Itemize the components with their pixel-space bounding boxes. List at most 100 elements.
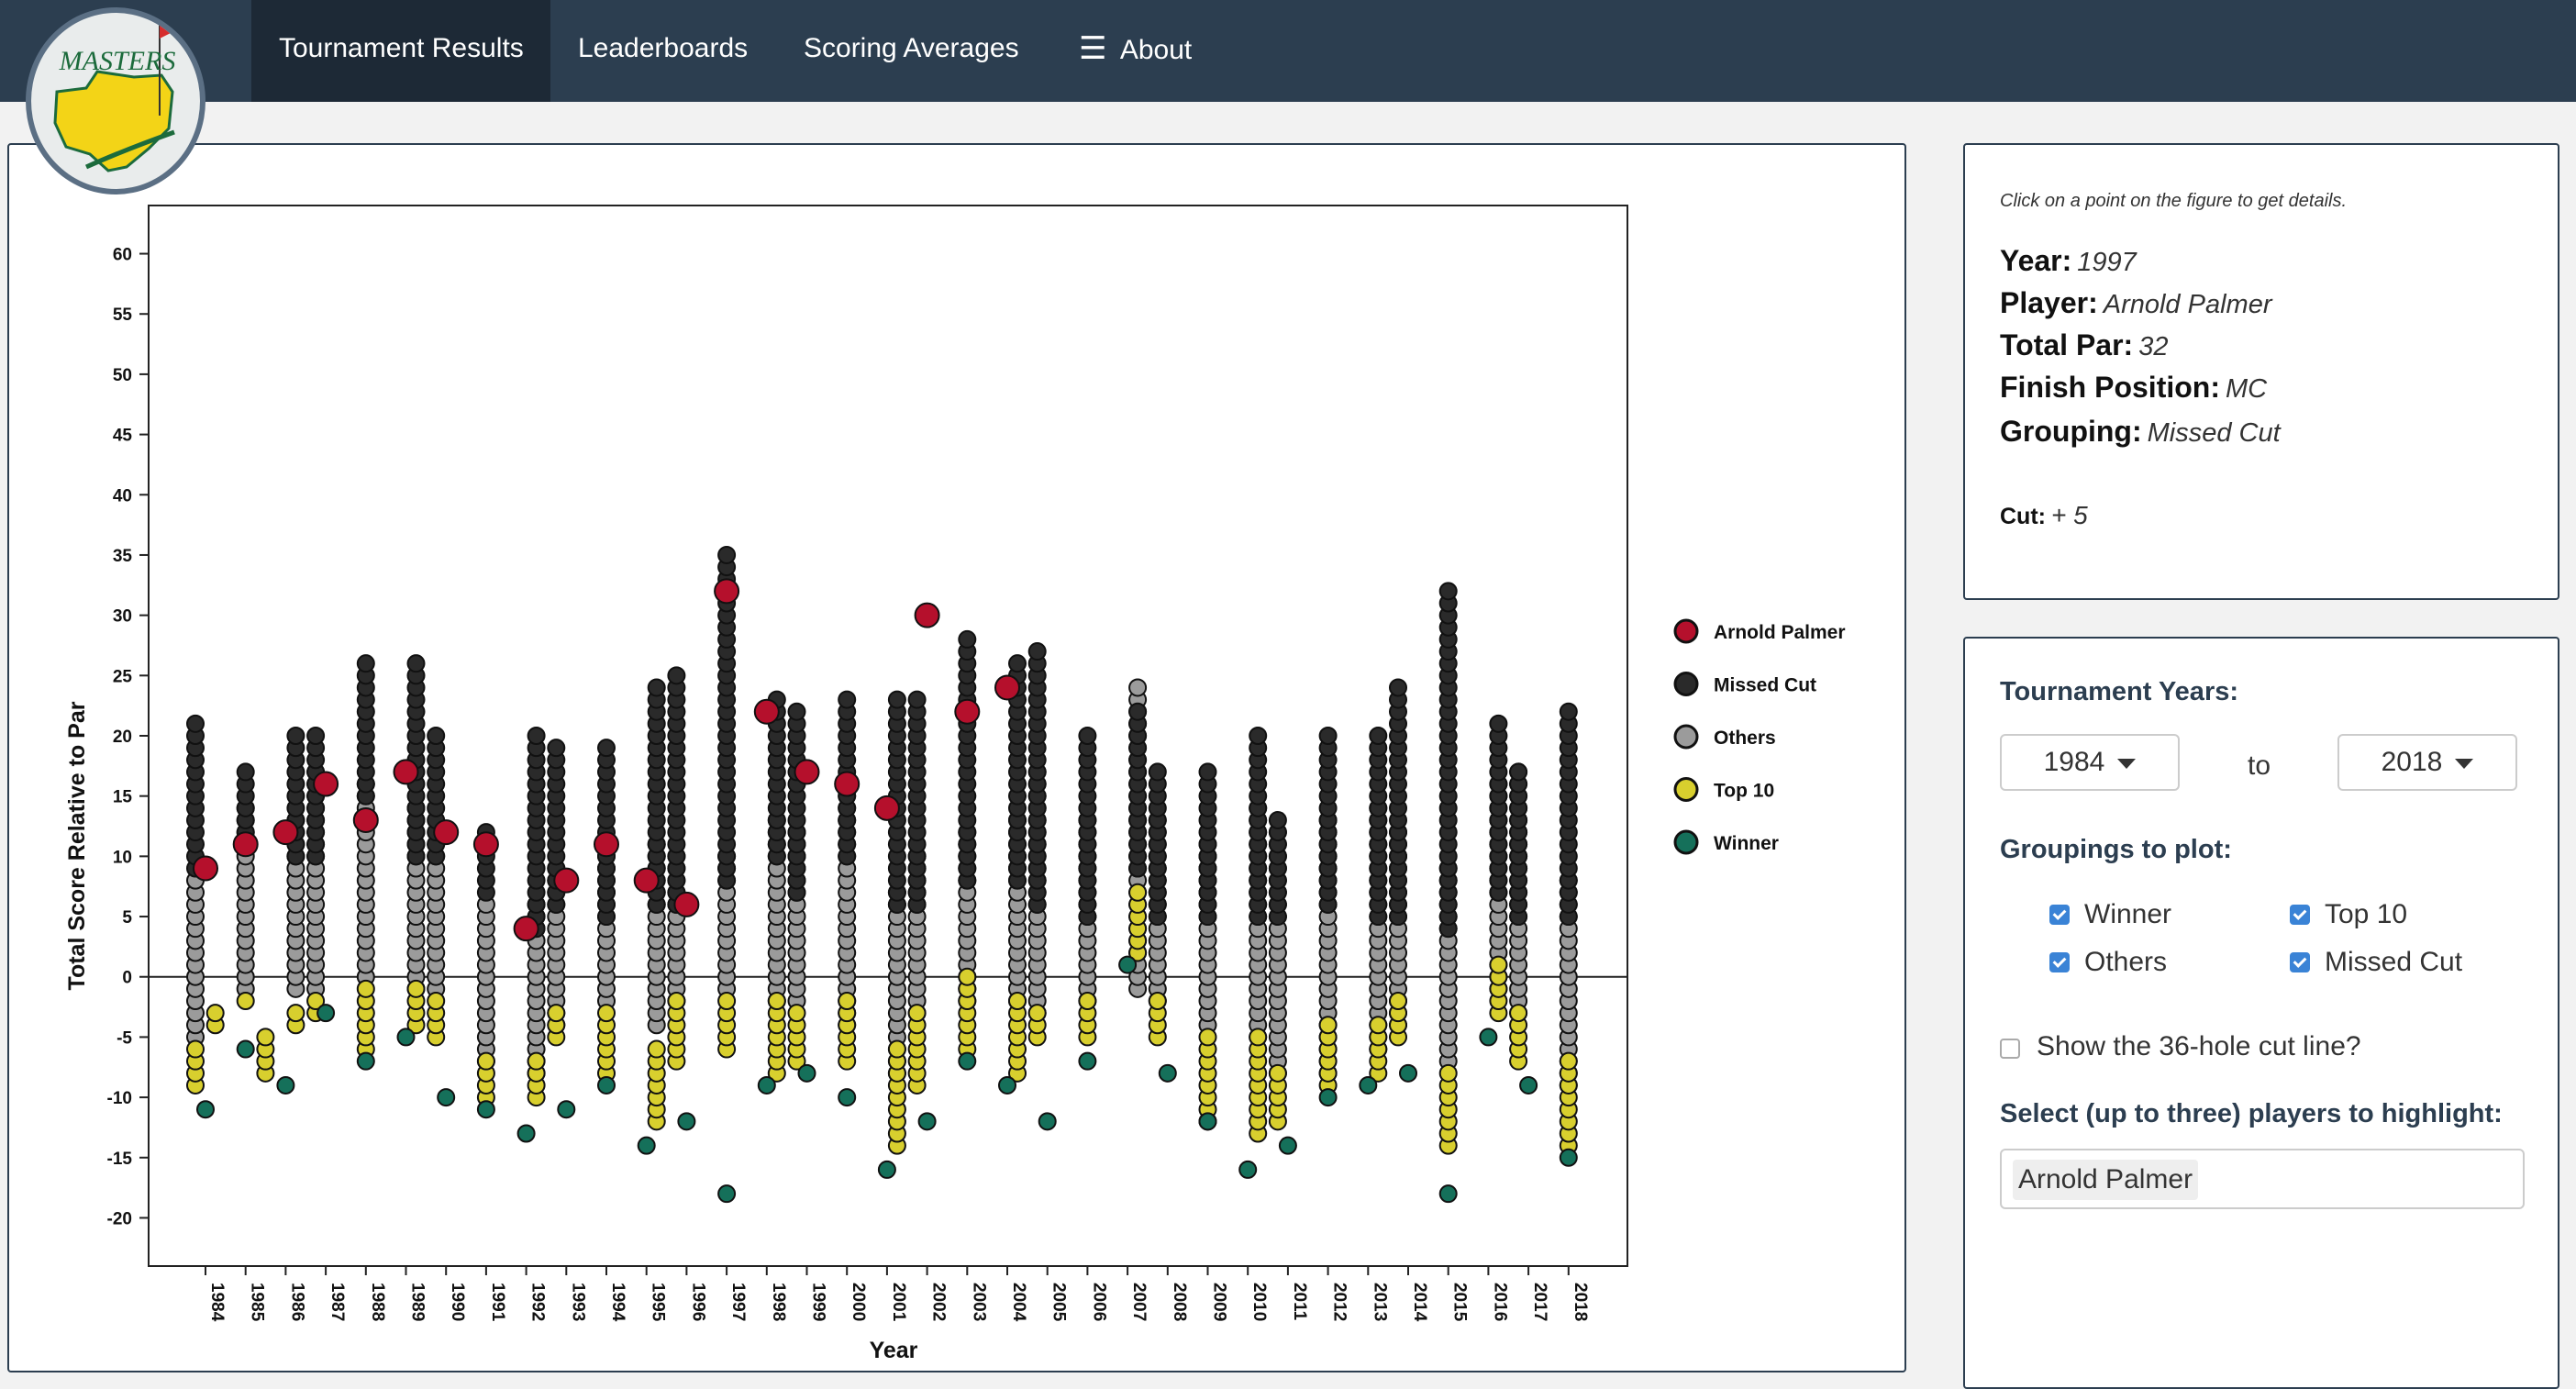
top10-point xyxy=(787,1004,806,1023)
winner-point xyxy=(1278,1136,1297,1155)
winner-point xyxy=(757,1075,776,1095)
missed-cut-checkbox-label[interactable]: Missed Cut xyxy=(2325,947,2463,977)
winner-point xyxy=(1318,1088,1338,1107)
y-tick-label: 35 xyxy=(113,547,133,566)
missed-cut-point xyxy=(427,727,446,745)
x-tick-label: 1993 xyxy=(568,1283,587,1321)
winner-point xyxy=(998,1075,1016,1095)
highlight-players-input[interactable]: Arnold Palmer xyxy=(2000,1149,2525,1209)
detail-cut-value: + 5 xyxy=(2050,501,2088,529)
legend-label: Missed Cut xyxy=(1714,675,1816,696)
x-tick-label: 1998 xyxy=(769,1283,788,1321)
groupings-label: Groupings to plot: xyxy=(2000,835,2232,864)
arnold-palmer-point xyxy=(594,831,619,858)
missed-cut-point xyxy=(1078,727,1097,745)
arnold-palmer-point xyxy=(193,855,218,882)
y-tick-label: 60 xyxy=(113,246,132,265)
x-tick-label: 1989 xyxy=(408,1283,427,1321)
x-tick-label: 1990 xyxy=(448,1283,467,1321)
y-tick-label: 30 xyxy=(113,607,132,627)
detail-finish: Finish Position: MC xyxy=(2000,371,2267,405)
nav-scoring-averages[interactable]: Scoring Averages xyxy=(804,33,1019,63)
missed-cut-point xyxy=(306,727,326,745)
winner-point xyxy=(1118,955,1138,974)
arnold-palmer-point xyxy=(873,795,900,821)
nav-tournament-results[interactable]: Tournament Results xyxy=(251,0,550,102)
nav-leaderboards[interactable]: Leaderboards xyxy=(578,33,749,63)
missed-cut-point xyxy=(667,666,686,685)
winner-point xyxy=(597,1075,616,1095)
year-from-dropdown[interactable]: 1984 xyxy=(2000,734,2180,791)
missed-cut-point xyxy=(1027,642,1047,661)
to-text: to xyxy=(2248,750,2271,781)
y-tick-label: 5 xyxy=(122,908,132,928)
missed-cut-point xyxy=(1509,762,1528,782)
nav-about[interactable]: ☰ About xyxy=(1079,0,1192,102)
detail-total-par-value: 32 xyxy=(2138,332,2169,361)
others-checkbox[interactable] xyxy=(2049,952,2070,972)
x-tick-label: 1984 xyxy=(207,1283,227,1322)
arnold-palmer-point xyxy=(393,759,419,785)
others-checkbox-label[interactable]: Others xyxy=(2084,947,2168,977)
y-tick-label: 0 xyxy=(122,969,132,988)
detail-grouping-label: Grouping: xyxy=(2000,415,2142,448)
winner-checkbox-label[interactable]: Winner xyxy=(2084,899,2172,929)
masters-map-trim xyxy=(84,129,175,170)
x-tick-label: 2011 xyxy=(1290,1283,1309,1321)
winner-point xyxy=(396,1028,416,1047)
x-tick-label: 2007 xyxy=(1129,1283,1149,1321)
winner-point xyxy=(316,1004,336,1023)
x-tick-label: 2018 xyxy=(1571,1283,1590,1321)
top10-point xyxy=(186,1039,205,1059)
missed-cut-point xyxy=(597,739,616,758)
chart-panel: 60 55 50 45 40 35 30 25 20 15 10 5 0 -5 -10 -15 -20 1984 1… xyxy=(7,143,1906,1372)
top10-point xyxy=(1318,1016,1338,1035)
missed-cut-checkbox[interactable] xyxy=(2290,952,2310,972)
top10-checkbox[interactable] xyxy=(2290,905,2310,925)
detail-player: Player: Arnold Palmer xyxy=(2000,286,2271,320)
arnold-palmer-point xyxy=(794,759,820,785)
winner-point xyxy=(236,1039,255,1059)
missed-cut-point xyxy=(1268,810,1287,829)
x-tick-label: 1985 xyxy=(248,1283,267,1322)
x-tick-label: 2001 xyxy=(889,1283,908,1322)
top10-point xyxy=(256,1028,275,1047)
x-tick-label: 2016 xyxy=(1490,1283,1509,1321)
legend-marker xyxy=(1673,777,1699,802)
x-tick-label: 2003 xyxy=(969,1283,988,1321)
winner-checkbox[interactable] xyxy=(2049,905,2070,925)
legend-label: Others xyxy=(1714,728,1776,749)
arnold-palmer-point xyxy=(914,602,940,628)
arnold-palmer-point xyxy=(994,674,1020,701)
cut-line-checkbox-label[interactable]: Show the 36-hole cut line? xyxy=(2037,1031,2361,1061)
winner-point xyxy=(1078,1051,1097,1071)
missed-cut-point xyxy=(717,545,737,564)
x-tick-label: 2014 xyxy=(1410,1283,1429,1322)
hamburger-icon: ☰ xyxy=(1079,31,1107,66)
cut-line-checkbox[interactable] xyxy=(2000,1039,2020,1059)
missed-cut-point xyxy=(1369,727,1388,745)
top10-point xyxy=(647,1039,666,1059)
nav-about-label: About xyxy=(1119,35,1193,65)
missed-cut-point xyxy=(406,654,426,673)
missed-cut-point xyxy=(547,739,566,758)
year-to-value: 2018 xyxy=(2381,747,2443,777)
x-tick-label: 2013 xyxy=(1370,1283,1389,1321)
arnold-palmer-point xyxy=(714,578,740,605)
top10-point xyxy=(1249,1028,1268,1047)
top10-point xyxy=(907,1004,927,1023)
legend-marker xyxy=(1673,829,1699,855)
detail-player-label: Player: xyxy=(2000,286,2098,319)
missed-cut-point xyxy=(236,762,255,782)
missed-cut-point xyxy=(887,690,906,709)
highlight-player-tag[interactable]: Arnold Palmer xyxy=(2013,1160,2199,1200)
x-tick-label: 2012 xyxy=(1330,1283,1349,1321)
legend-marker xyxy=(1673,618,1699,644)
top10-point xyxy=(1559,1051,1578,1071)
year-to-dropdown[interactable]: 2018 xyxy=(2337,734,2517,791)
top10-checkbox-label[interactable]: Top 10 xyxy=(2325,899,2408,929)
x-tick-label: 1992 xyxy=(528,1283,548,1321)
y-axis-label: Total Score Relative to Par xyxy=(64,701,90,990)
y-tick-label: 45 xyxy=(113,427,133,446)
